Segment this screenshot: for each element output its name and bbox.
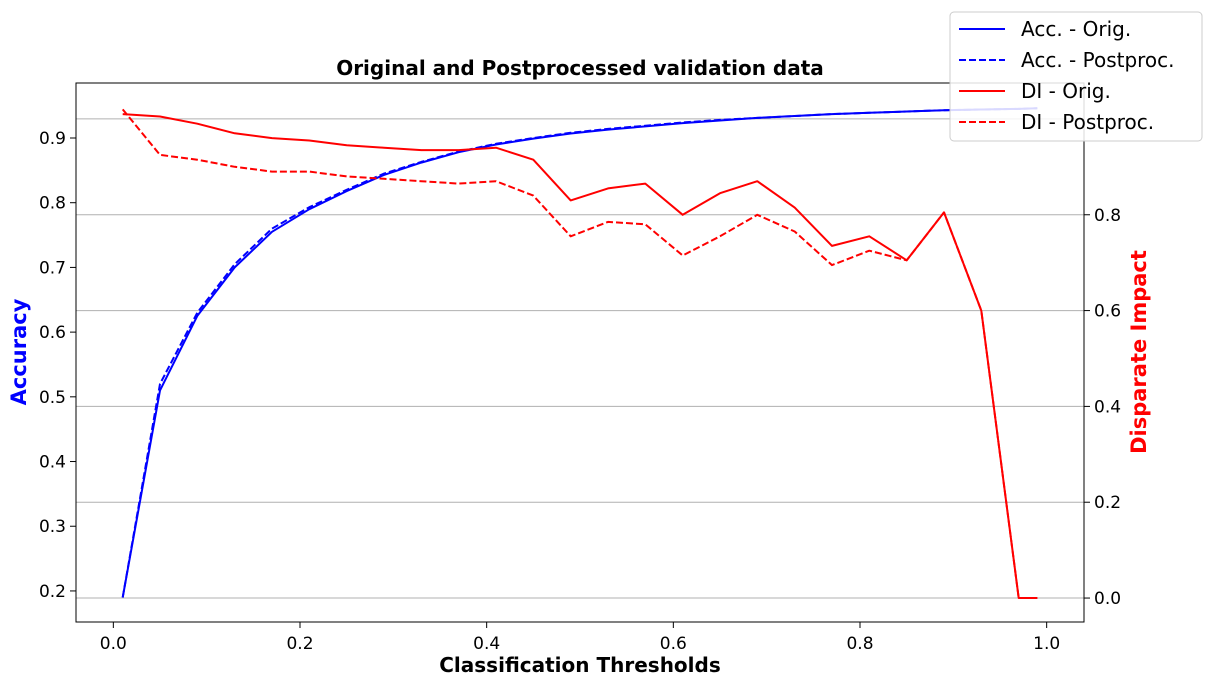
- grid-lines: [76, 118, 1084, 599]
- y-left-tick-label: 0.7: [39, 258, 66, 278]
- x-tick-label: 0.2: [286, 634, 313, 654]
- legend-label: DI - Postproc.: [1021, 110, 1154, 134]
- y-left-tick-label: 0.8: [39, 194, 66, 214]
- x-axis-label: Classification Thresholds: [439, 653, 721, 677]
- y-left-tick-label: 0.9: [39, 129, 66, 149]
- x-tick-label: 0.8: [846, 634, 873, 654]
- legend-label: Acc. - Postproc.: [1021, 48, 1175, 72]
- legend: Acc. - Orig. Acc. - Postproc. DI - Orig. DI…: [949, 11, 1203, 142]
- x-tick-label: 0.4: [473, 634, 500, 654]
- legend-label: Acc. - Orig.: [1021, 17, 1131, 41]
- y-right-tick-label: 0.8: [1094, 206, 1121, 226]
- y-left-tick-label: 0.2: [39, 582, 66, 602]
- y-right-tick-label: 0.2: [1094, 493, 1121, 513]
- series-line-di-postproc: [121, 108, 1038, 599]
- plot-frame: [75, 82, 1085, 623]
- y-left-tick-label: 0.3: [39, 517, 66, 537]
- y-left-tick-label: 0.4: [39, 453, 66, 473]
- chart-title: Original and Postprocessed validation da…: [336, 56, 824, 80]
- y-right-tick-label: 0.0: [1094, 589, 1121, 609]
- legend-box: [949, 11, 1203, 142]
- y-axis-label-right: Disparate Impact: [1127, 250, 1151, 454]
- series-line-acc-postproc: [121, 107, 1038, 598]
- y-axis-label-left: Accuracy: [7, 298, 31, 405]
- x-tick-label: 0.0: [100, 634, 127, 654]
- y-right-tick-label: 0.4: [1094, 397, 1121, 417]
- series-line-acc-orig: [121, 107, 1038, 598]
- x-tick-label: 1.0: [1033, 634, 1060, 654]
- series-line-di-orig: [122, 113, 1038, 599]
- x-tick-label: 0.6: [660, 634, 687, 654]
- y-right-tick-label: 0.6: [1094, 302, 1121, 322]
- y-left-tick-label: 0.6: [39, 323, 66, 343]
- legend-label: DI - Orig.: [1021, 79, 1111, 103]
- y-left-tick-label: 0.5: [39, 388, 66, 408]
- series-layer: [121, 107, 1038, 599]
- axes-layer: 0.0 0.2 0.4 0.6 0.8 1.0 0.2 0.3 0.4 0.5 0.6 0.7 0.8 0…: [39, 129, 1121, 654]
